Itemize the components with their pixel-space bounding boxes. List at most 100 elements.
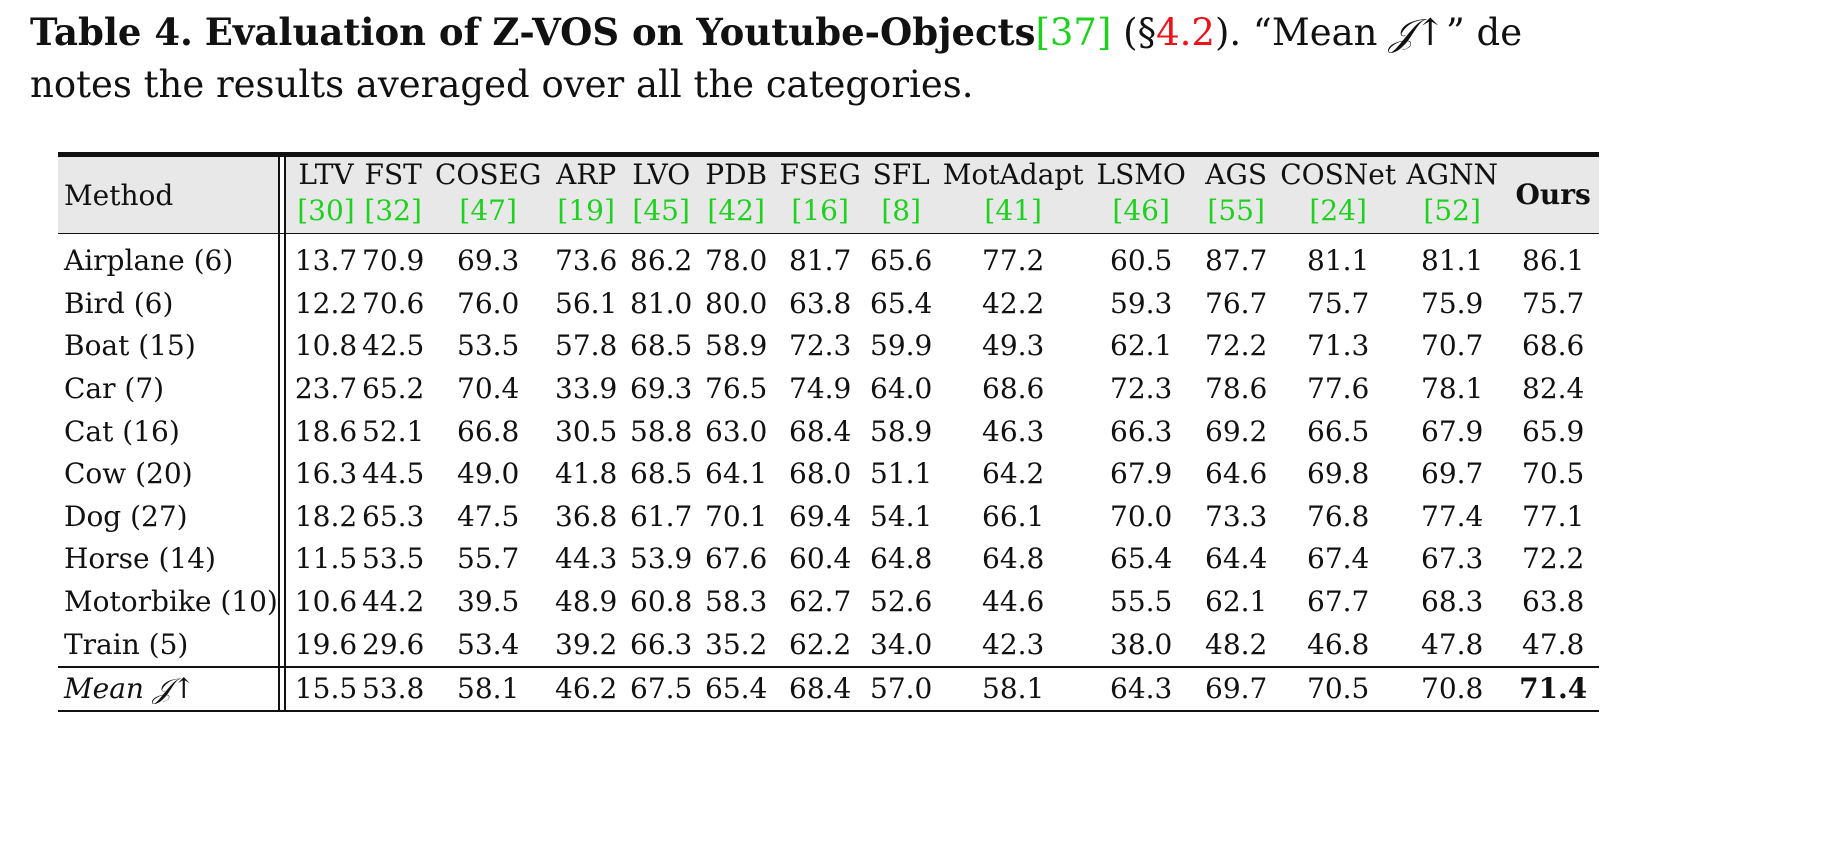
cell-value: 60.4	[789, 542, 852, 576]
column-name: AGS	[1205, 158, 1268, 191]
caption-desc-suffix: ” de	[1445, 11, 1523, 54]
row-label: Motorbike (10)	[64, 585, 278, 619]
cell-value: 64.4	[1205, 542, 1268, 576]
cell-value: 44.3	[555, 542, 618, 576]
cell-value: 46.8	[1307, 627, 1370, 661]
cell-value: 53.9	[630, 542, 693, 576]
cell-value: 44.6	[982, 585, 1045, 619]
cell-value: 10.6	[294, 585, 358, 619]
cell-value: 58.9	[705, 329, 768, 363]
column-header-fst: FST [32]	[357, 152, 430, 234]
cell-value: 81.0	[630, 286, 693, 320]
row-label: Car (7)	[64, 372, 165, 406]
column-citation-link[interactable]: [19]	[557, 194, 615, 227]
cell-value: 75.7	[1522, 286, 1585, 320]
column-citation-link[interactable]: [46]	[1112, 194, 1170, 227]
cell-value: 67.4	[1307, 542, 1370, 576]
column-citation-link[interactable]: [41]	[984, 194, 1042, 227]
column-name: LVO	[632, 158, 691, 191]
column-citation-link[interactable]: [32]	[364, 194, 422, 227]
cell-value: 73.6	[555, 244, 618, 278]
cell-value: 63.8	[1522, 585, 1585, 619]
cell-value: 73.3	[1205, 499, 1268, 533]
cell-value: 69.2	[1205, 414, 1268, 448]
cell-value: 65.9	[1522, 414, 1585, 448]
cell-value: 71.3	[1307, 329, 1370, 363]
row-double-rule	[277, 580, 295, 624]
cell-value: 58.1	[429, 665, 548, 712]
cell-value: 64.0	[870, 372, 933, 406]
cell-value: 69.4	[789, 499, 852, 533]
column-citation-link[interactable]: [47]	[459, 194, 517, 227]
cell-value: 65.3	[362, 499, 425, 533]
caption-section-link[interactable]: 4.2	[1156, 11, 1215, 54]
caption-citation-link[interactable]: [37]	[1035, 11, 1112, 54]
column-citation-link[interactable]: [55]	[1207, 194, 1265, 227]
cell-value: 49.3	[982, 329, 1045, 363]
cell-value: 58.8	[630, 414, 693, 448]
table-row: Train (5) 19.6 29.6 53.4 39.2 66.3 35.2 62.2 34.…	[58, 623, 1599, 667]
cell-value: 39.5	[457, 585, 520, 619]
column-header-arp: ARP [19]	[547, 152, 626, 234]
cell-value: 59.9	[870, 329, 933, 363]
cell-value: 69.3	[630, 372, 693, 406]
cell-value: 81.1	[1307, 244, 1370, 278]
row-label: Train (5)	[64, 627, 189, 661]
cell-value: 55.5	[1110, 585, 1173, 619]
cell-value: 18.6	[294, 414, 358, 448]
column-header-agnn: AGNN [52]	[1397, 152, 1508, 234]
cell-value: 60.8	[630, 585, 693, 619]
cell-value: 70.5	[1279, 665, 1398, 712]
table-row: Bird (6) 12.2 70.6 76.0 56.1 81.0 80.0 63.8 65.4…	[58, 282, 1599, 326]
column-name: FST	[364, 158, 422, 191]
column-citation-link[interactable]: [8]	[881, 194, 921, 227]
cell-value: 67.7	[1307, 585, 1370, 619]
column-citation-link[interactable]: [45]	[632, 194, 690, 227]
cell-value: 66.8	[457, 414, 520, 448]
cell-value: 70.4	[457, 372, 520, 406]
cell-value: 76.7	[1205, 286, 1268, 320]
column-citation-link[interactable]: [24]	[1309, 194, 1367, 227]
cell-value: 19.6	[294, 627, 358, 661]
results-table: Method LTV [30] FST [32] COSEG [47] ARP [19] LVO…	[58, 152, 1600, 712]
cell-value: 57.8	[555, 329, 618, 363]
cell-value: 74.9	[789, 372, 852, 406]
cell-value: 76.0	[457, 286, 520, 320]
row-label: Horse (14)	[64, 542, 216, 576]
caption-desc-prefix: “Mean	[1252, 11, 1390, 54]
cell-value: 68.0	[789, 457, 852, 491]
column-header-pdb: PDB [42]	[697, 152, 776, 234]
cell-value: 68.4	[789, 414, 852, 448]
cell-value: 70.1	[705, 499, 768, 533]
cell-value: 64.1	[705, 457, 768, 491]
cell-value: 78.6	[1205, 372, 1268, 406]
column-citation-link[interactable]: [16]	[791, 194, 849, 227]
results-table-container: Method LTV [30] FST [32] COSEG [47] ARP [19] LVO…	[58, 152, 1844, 856]
table-caption: Table 4. Evaluation of Z-VOS on Youtube-…	[30, 6, 1844, 111]
caption-line-1: Table 4. Evaluation of Z-VOS on Youtube-…	[30, 6, 1844, 59]
cell-value: 69.8	[1307, 457, 1370, 491]
row-double-rule	[277, 410, 295, 453]
cell-value: 58.9	[870, 414, 933, 448]
column-citation-link[interactable]: [42]	[707, 194, 765, 227]
cell-value: 53.5	[457, 329, 520, 363]
table-row: Car (7) 23.7 65.2 70.4 33.9 69.3 76.5 74.9 64.0 6…	[58, 367, 1599, 411]
cell-value: 59.3	[1110, 286, 1173, 320]
cell-value: 39.2	[555, 627, 618, 661]
row-label: Dog (27)	[64, 499, 188, 533]
cell-value: 55.7	[457, 542, 520, 576]
column-citation-link[interactable]: [52]	[1423, 194, 1481, 227]
cell-value: 65.4	[870, 286, 933, 320]
row-label: Bird (6)	[64, 286, 174, 320]
column-header-sfl: SFL [8]	[865, 152, 938, 234]
column-citation-link[interactable]: [30]	[297, 194, 355, 227]
cell-value: 53.8	[357, 665, 430, 712]
cell-value: 70.8	[1397, 665, 1508, 712]
cell-value: 62.1	[1110, 329, 1173, 363]
column-name: LTV	[298, 158, 354, 191]
row-double-rule	[277, 240, 295, 283]
column-name: COSEG	[434, 158, 542, 191]
cell-value: 66.5	[1307, 414, 1370, 448]
cell-value: 86.2	[630, 244, 693, 278]
cell-value: 77.6	[1307, 372, 1370, 406]
